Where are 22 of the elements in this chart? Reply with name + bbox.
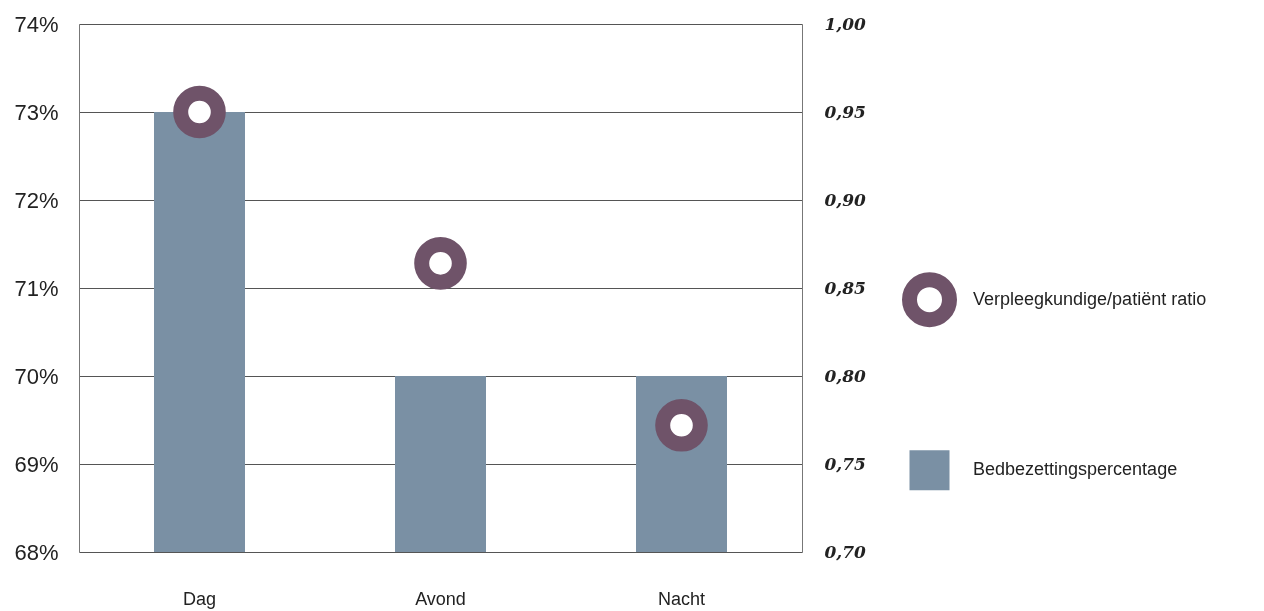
y2-tick-label: 1,00 — [824, 13, 867, 34]
x-tick-label: Nacht — [657, 588, 706, 609]
point — [173, 85, 226, 139]
y-tick-label: 73% — [14, 99, 59, 125]
y2-tick-label: 0,80 — [824, 365, 867, 386]
y-tick-label: 71% — [14, 275, 59, 301]
y2-tick-label: 0,85 — [824, 277, 866, 298]
y2-tick-label: 0,90 — [824, 189, 867, 210]
y-tick-label: 68% — [14, 539, 59, 565]
y-tick-label: 69% — [14, 451, 59, 477]
y-tick-label: 74% — [14, 11, 59, 37]
x-tick-label: Avond — [415, 588, 466, 609]
point — [655, 399, 708, 452]
point — [414, 237, 467, 290]
y2-tick-label: 0,75 — [824, 453, 866, 474]
legend-label: Verpleegkundige/patiënt ratio — [973, 288, 1207, 309]
y-tick-label: 70% — [14, 363, 59, 389]
legend-label: Bedbezettingspercentage — [973, 459, 1178, 480]
y-tick-label: 72% — [14, 187, 59, 213]
x-tick-label: Dag — [182, 588, 217, 609]
y2-tick-label: 0,70 — [824, 541, 867, 562]
y2-tick-label: 0,95 — [824, 101, 866, 122]
